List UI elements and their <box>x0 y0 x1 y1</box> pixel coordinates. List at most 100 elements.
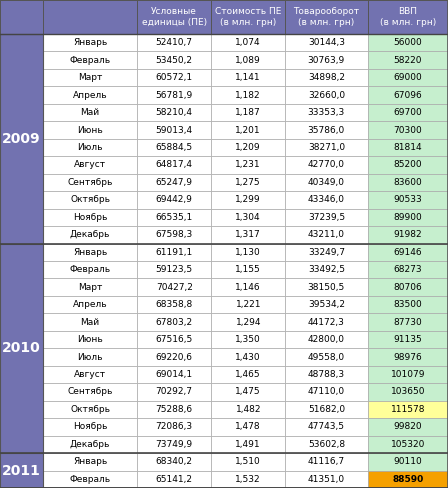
Bar <box>137 191 211 208</box>
Text: Апрель: Апрель <box>73 91 108 100</box>
Bar <box>211 366 285 383</box>
Bar <box>367 174 448 191</box>
Bar <box>43 34 137 51</box>
Text: 58210,4: 58210,4 <box>155 108 193 117</box>
Text: 41351,0: 41351,0 <box>308 475 345 484</box>
Text: Март: Март <box>78 283 102 292</box>
Bar <box>43 191 137 208</box>
Bar <box>211 122 285 139</box>
Bar <box>285 296 367 313</box>
Text: 80706: 80706 <box>393 283 422 292</box>
Text: 1,350: 1,350 <box>235 335 261 344</box>
Bar <box>43 139 137 156</box>
Bar <box>43 69 137 86</box>
Bar <box>285 418 367 436</box>
Text: Февраль: Февраль <box>69 56 111 65</box>
Bar <box>211 418 285 436</box>
Text: 89900: 89900 <box>393 213 422 222</box>
Bar <box>285 261 367 279</box>
Bar <box>211 470 285 488</box>
Text: 65141,2: 65141,2 <box>155 475 193 484</box>
Text: 48788,3: 48788,3 <box>308 370 345 379</box>
Bar <box>367 191 448 208</box>
Bar <box>367 279 448 296</box>
Bar <box>367 208 448 226</box>
Text: 85200: 85200 <box>393 161 422 169</box>
Text: 91135: 91135 <box>393 335 422 344</box>
Text: 1,299: 1,299 <box>235 195 261 204</box>
Text: Ноябрь: Ноябрь <box>73 213 107 222</box>
Text: 69700: 69700 <box>393 108 422 117</box>
Bar <box>137 139 211 156</box>
Text: 67803,2: 67803,2 <box>155 318 193 326</box>
Text: 67598,3: 67598,3 <box>155 230 193 239</box>
Bar <box>285 331 367 348</box>
Bar <box>211 244 285 261</box>
Text: Май: Май <box>81 318 99 326</box>
Text: 70300: 70300 <box>393 125 422 135</box>
Bar <box>43 313 137 331</box>
Bar <box>367 296 448 313</box>
Text: 1,141: 1,141 <box>235 73 261 82</box>
Bar <box>285 244 367 261</box>
Text: 1,294: 1,294 <box>236 318 261 326</box>
Text: 41116,7: 41116,7 <box>308 457 345 467</box>
Bar <box>211 139 285 156</box>
Text: 1,491: 1,491 <box>235 440 261 449</box>
Text: 1,478: 1,478 <box>235 423 261 431</box>
Text: 1,182: 1,182 <box>235 91 261 100</box>
Bar <box>367 261 448 279</box>
Bar <box>137 453 211 470</box>
Text: Март: Март <box>78 73 102 82</box>
Text: 35786,0: 35786,0 <box>308 125 345 135</box>
Text: 91982: 91982 <box>393 230 422 239</box>
Bar <box>137 34 211 51</box>
Bar <box>43 0 137 34</box>
Bar <box>285 348 367 366</box>
Bar <box>137 470 211 488</box>
Bar <box>43 122 137 139</box>
Bar <box>211 453 285 470</box>
Text: 70292,7: 70292,7 <box>155 387 193 396</box>
Text: Май: Май <box>81 108 99 117</box>
Text: Июль: Июль <box>78 143 103 152</box>
Bar <box>285 470 367 488</box>
Bar <box>137 156 211 174</box>
Bar <box>43 296 137 313</box>
Text: Август: Август <box>74 370 106 379</box>
Bar <box>43 470 137 488</box>
Text: 83600: 83600 <box>393 178 422 187</box>
Text: 37239,5: 37239,5 <box>308 213 345 222</box>
Bar <box>43 401 137 418</box>
Bar <box>367 436 448 453</box>
Text: 1,201: 1,201 <box>235 125 261 135</box>
Bar <box>285 139 367 156</box>
Bar <box>137 279 211 296</box>
Bar <box>137 366 211 383</box>
Bar <box>367 313 448 331</box>
Bar <box>285 383 367 401</box>
Text: 1,475: 1,475 <box>235 387 261 396</box>
Text: 56000: 56000 <box>393 38 422 47</box>
Text: Условные
единицы (ПЕ): Условные единицы (ПЕ) <box>142 7 207 27</box>
Bar <box>285 34 367 51</box>
Text: 38150,5: 38150,5 <box>308 283 345 292</box>
Bar <box>211 261 285 279</box>
Text: 53602,8: 53602,8 <box>308 440 345 449</box>
Bar <box>137 401 211 418</box>
Text: Сентябрь: Сентябрь <box>67 387 113 396</box>
Text: 34898,2: 34898,2 <box>308 73 345 82</box>
Text: 43211,0: 43211,0 <box>308 230 345 239</box>
Text: 43346,0: 43346,0 <box>308 195 345 204</box>
Bar <box>367 86 448 104</box>
Text: 72086,3: 72086,3 <box>155 423 193 431</box>
Bar <box>211 401 285 418</box>
Bar <box>211 51 285 69</box>
Text: 30144,3: 30144,3 <box>308 38 345 47</box>
Text: 1,209: 1,209 <box>235 143 261 152</box>
Text: 1,089: 1,089 <box>235 56 261 65</box>
Bar <box>285 401 367 418</box>
Text: 67096: 67096 <box>393 91 422 100</box>
Text: 1,231: 1,231 <box>235 161 261 169</box>
Text: 47743,5: 47743,5 <box>308 423 345 431</box>
